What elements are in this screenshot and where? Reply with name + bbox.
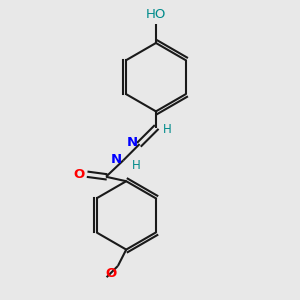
Text: N: N	[111, 153, 122, 166]
Text: N: N	[127, 136, 138, 149]
Text: HO: HO	[146, 8, 166, 21]
Text: O: O	[105, 267, 116, 280]
Text: O: O	[74, 168, 85, 181]
Text: H: H	[163, 123, 171, 136]
Text: H: H	[132, 159, 141, 172]
